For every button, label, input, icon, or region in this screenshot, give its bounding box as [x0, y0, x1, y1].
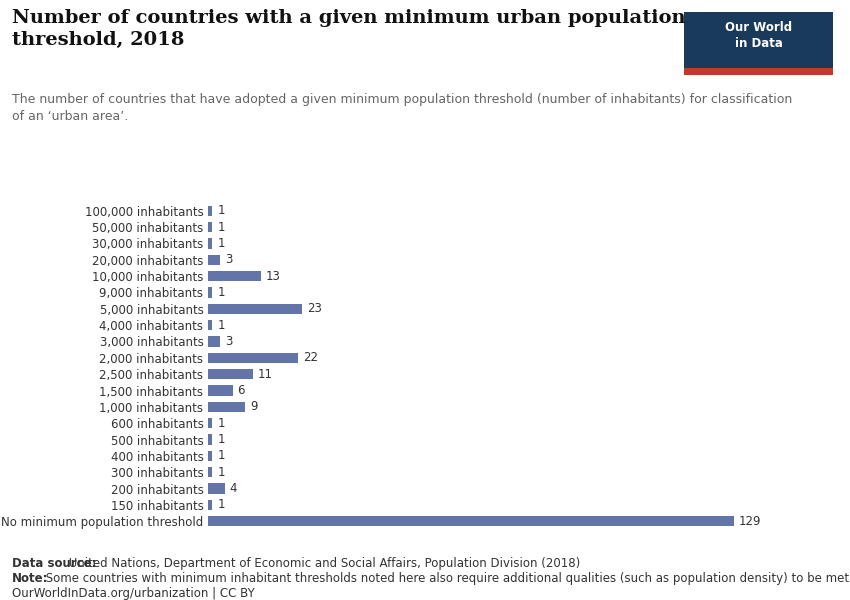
Text: The number of countries that have adopted a given minimum population threshold (: The number of countries that have adopte…: [12, 93, 792, 123]
Text: 1: 1: [218, 205, 224, 217]
Text: 1: 1: [218, 466, 224, 479]
Bar: [208, 402, 245, 412]
Text: 6: 6: [238, 384, 245, 397]
Bar: [208, 206, 212, 216]
Bar: [208, 516, 734, 526]
Text: 1: 1: [218, 286, 224, 299]
Text: 13: 13: [266, 269, 281, 283]
Bar: [208, 451, 212, 461]
Text: OurWorldInData.org/urbanization | CC BY: OurWorldInData.org/urbanization | CC BY: [12, 587, 255, 600]
Text: 3: 3: [225, 253, 233, 266]
Bar: [208, 255, 220, 265]
Bar: [208, 484, 224, 494]
Text: 1: 1: [218, 237, 224, 250]
Text: 1: 1: [218, 449, 224, 463]
Bar: [208, 337, 220, 347]
Text: 1: 1: [218, 221, 224, 233]
Text: 129: 129: [739, 515, 762, 527]
Text: 1: 1: [218, 416, 224, 430]
Text: 11: 11: [258, 368, 273, 380]
Bar: [208, 238, 212, 248]
Text: Note:: Note:: [12, 572, 48, 585]
Text: 22: 22: [303, 352, 318, 364]
Bar: [208, 287, 212, 298]
Bar: [208, 385, 233, 395]
Text: 23: 23: [307, 302, 321, 316]
Bar: [208, 467, 212, 477]
Bar: [208, 418, 212, 428]
Bar: [208, 304, 302, 314]
Bar: [208, 271, 261, 281]
Text: Our World
in Data: Our World in Data: [725, 22, 792, 50]
Text: 3: 3: [225, 335, 233, 348]
Text: 1: 1: [218, 319, 224, 332]
Text: Some countries with minimum inhabitant thresholds noted here also require additi: Some countries with minimum inhabitant t…: [42, 572, 850, 585]
Text: 1: 1: [218, 433, 224, 446]
Text: 9: 9: [250, 400, 258, 413]
Text: United Nations, Department of Economic and Social Affairs, Population Division (: United Nations, Department of Economic a…: [65, 557, 580, 570]
Bar: [208, 500, 212, 510]
Text: 1: 1: [218, 499, 224, 511]
Text: Data source:: Data source:: [12, 557, 96, 570]
Bar: [208, 320, 212, 330]
Text: Number of countries with a given minimum urban population
threshold, 2018: Number of countries with a given minimum…: [12, 9, 685, 49]
Text: 4: 4: [230, 482, 237, 495]
Bar: [208, 434, 212, 445]
Bar: [208, 353, 298, 363]
Bar: [208, 369, 253, 379]
Bar: [208, 222, 212, 232]
